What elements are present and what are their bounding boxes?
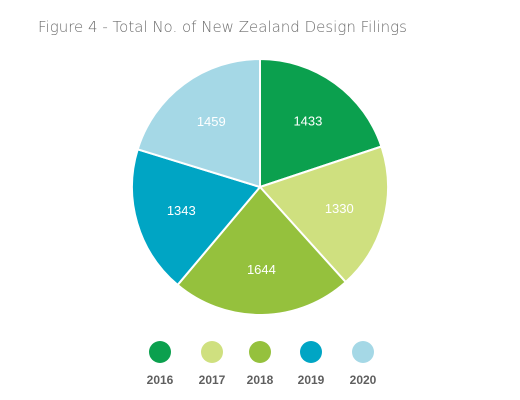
legend-item-2016: 2016 (147, 341, 174, 387)
legend-item-2020: 2020 (350, 341, 377, 387)
chart-title: Figure 4 - Total No. of New Zealand Desi… (38, 18, 407, 36)
legend-label-2020: 2020 (350, 373, 377, 387)
data-label-2019: 1343 (167, 203, 196, 218)
data-label-2017: 1330 (325, 201, 354, 216)
legend-item-2017: 2017 (199, 341, 226, 387)
legend-swatch-2016 (149, 341, 171, 363)
legend-label-2017: 2017 (199, 373, 226, 387)
legend-label-2016: 2016 (147, 373, 174, 387)
data-label-2020: 1459 (197, 114, 226, 129)
legend-swatch-2017 (201, 341, 223, 363)
legend-label-2019: 2019 (298, 373, 325, 387)
pie-slice-2016 (259, 57, 383, 189)
pie-slice-2017 (258, 145, 389, 284)
legend-item-2019: 2019 (298, 341, 325, 387)
data-label-2018: 1644 (247, 262, 276, 277)
legend-label-2018: 2018 (247, 373, 274, 387)
pie-slice-2020 (136, 57, 261, 189)
legend-item-2018: 2018 (247, 341, 274, 387)
data-label-2016: 1433 (293, 114, 322, 129)
pie-slice-2019 (131, 148, 262, 287)
legend-swatch-2020 (352, 341, 374, 363)
legend: 2016 2017 2018 2019 2020 (147, 341, 377, 387)
legend-swatch-2019 (300, 341, 322, 363)
pie-slices (131, 57, 389, 316)
pie-slice-2018 (176, 185, 348, 316)
pie-data-labels: 1433 1330 1644 1343 1459 (167, 114, 354, 278)
legend-swatch-2018 (249, 341, 271, 363)
